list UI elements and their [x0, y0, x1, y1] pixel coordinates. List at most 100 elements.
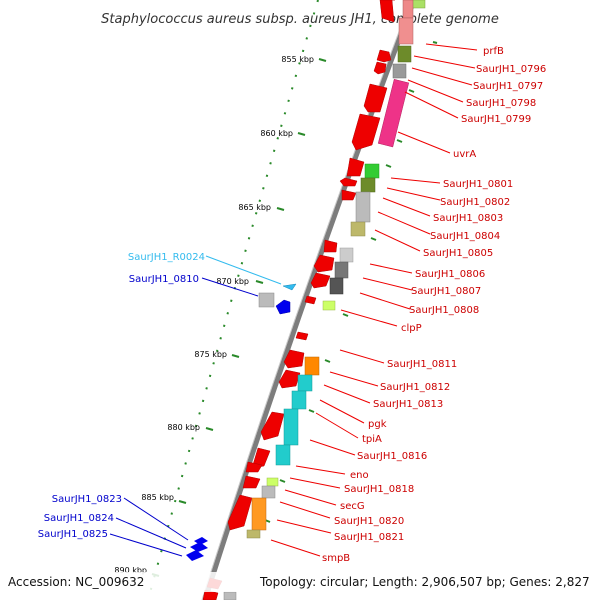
cog-box	[246, 529, 261, 539]
cog-box	[360, 177, 376, 193]
genome-backbone-highlight	[201, 0, 412, 600]
cog-box	[398, 17, 414, 45]
left-label-leaders	[109, 255, 282, 557]
scale-label-885: 885 kbp	[141, 493, 174, 502]
gene-feature[interactable]	[373, 61, 387, 75]
gene-feature[interactable]	[258, 292, 275, 308]
gene-label[interactable]: SaurJH1_0810	[129, 274, 199, 285]
cog-box	[377, 78, 410, 148]
gene-label[interactable]: SaurJH1_0811	[387, 359, 457, 370]
scale-label-880: 880 kbp	[167, 423, 200, 432]
cog-box	[266, 477, 279, 487]
gene-label[interactable]: smpB	[322, 553, 350, 564]
gene-label[interactable]: SaurJH1_0803	[433, 213, 503, 224]
gene-feature[interactable]	[242, 475, 261, 489]
gene-label[interactable]: tpiA	[362, 434, 382, 445]
gene-feature[interactable]	[379, 0, 395, 23]
gene-feature[interactable]	[245, 461, 263, 473]
gene-feature[interactable]	[376, 49, 392, 63]
cog-box	[297, 374, 313, 392]
accession-text: Accession: NC_009632	[8, 575, 144, 589]
cog-box	[339, 247, 354, 263]
gene-label[interactable]: pgk	[368, 419, 387, 430]
tick-885	[178, 500, 187, 504]
gene-feature[interactable]	[295, 331, 309, 341]
gene-label[interactable]: SaurJH1_0825	[38, 529, 108, 540]
gene-feature[interactable]	[186, 550, 204, 561]
gene-feature[interactable]	[323, 239, 338, 253]
gene-label[interactable]: SaurJH1_0798	[466, 98, 536, 109]
gene-label[interactable]: prfB	[483, 46, 504, 57]
forward-genes	[202, 0, 395, 600]
gene-label[interactable]: SaurJH1_0820	[334, 516, 404, 527]
gene-label[interactable]: SaurJH1_R0024	[128, 252, 205, 263]
gene-label[interactable]: SaurJH1_0821	[334, 532, 404, 543]
gene-feature[interactable]	[351, 113, 381, 151]
gene-label[interactable]: SaurJH1_0804	[430, 231, 500, 242]
scale-label-860: 860 kbp	[260, 129, 293, 138]
cog-box	[275, 444, 291, 466]
inner-ticks	[264, 41, 438, 523]
gene-feature[interactable]	[260, 411, 285, 441]
cog-box	[392, 63, 407, 79]
cog-box	[411, 0, 426, 9]
tick-855	[318, 58, 327, 62]
tick-870	[255, 280, 264, 284]
tick-860	[297, 132, 306, 136]
gene-feature[interactable]	[310, 272, 331, 289]
gene-feature[interactable]	[339, 177, 358, 187]
gene-feature[interactable]	[194, 537, 208, 545]
gene-label[interactable]: SaurJH1_0802	[440, 197, 510, 208]
gene-label[interactable]: SaurJH1_0797	[473, 81, 543, 92]
gene-label[interactable]: SaurJH1_0806	[415, 269, 485, 280]
left-labels: SaurJH1_R0024 SaurJH1_0810 SaurJH1_0823 …	[38, 252, 205, 540]
cog-box	[304, 356, 320, 376]
cog-box	[322, 300, 336, 311]
scale-label-865: 865 kbp	[238, 203, 271, 212]
gene-label[interactable]: SaurJH1_0805	[423, 248, 493, 259]
cog-box	[251, 497, 267, 531]
gene-feature[interactable]	[313, 254, 335, 273]
gene-label[interactable]: SaurJH1_0801	[443, 179, 513, 190]
cog-box	[223, 591, 237, 600]
gene-feature[interactable]	[304, 295, 317, 305]
tick-880	[205, 427, 214, 431]
gene-feature[interactable]	[363, 83, 388, 113]
gene-feature[interactable]	[341, 189, 357, 201]
gene-label[interactable]: SaurJH1_0799	[461, 114, 531, 125]
gene-feature[interactable]	[275, 299, 291, 315]
right-label-leaders	[270, 43, 478, 557]
gene-feature[interactable]	[283, 349, 305, 369]
gene-label[interactable]: SaurJH1_0812	[380, 382, 450, 393]
gene-feature[interactable]	[190, 542, 208, 552]
gene-label[interactable]: SaurJH1_0824	[44, 513, 114, 524]
gene-feature[interactable]	[346, 157, 365, 177]
cog-box	[402, 0, 414, 19]
gene-label[interactable]: SaurJH1_0808	[409, 305, 479, 316]
gene-label[interactable]: SaurJH1_0796	[476, 64, 546, 75]
gene-feature[interactable]	[251, 447, 271, 469]
gene-label[interactable]: secG	[340, 501, 365, 512]
gene-label[interactable]: SaurJH1_0807	[411, 286, 481, 297]
gene-label[interactable]: eno	[350, 470, 369, 481]
gene-label[interactable]: SaurJH1_0816	[357, 451, 427, 462]
scale-labels: 855 kbp 860 kbp 865 kbp 870 kbp 875 kbp …	[114, 55, 314, 575]
cog-boxes	[223, 0, 426, 600]
gene-label[interactable]: uvrA	[453, 149, 476, 160]
rna-feature[interactable]	[282, 283, 297, 291]
cog-box	[355, 191, 371, 223]
scale-label-855: 855 kbp	[281, 55, 314, 64]
cog-box	[334, 261, 349, 279]
footer-backdrop	[0, 572, 600, 592]
scale-label-875: 875 kbp	[194, 350, 227, 359]
gene-label[interactable]: SaurJH1_0818	[344, 484, 414, 495]
gene-label[interactable]: SaurJH1_0813	[373, 399, 443, 410]
gene-label[interactable]: SaurJH1_0823	[52, 494, 122, 505]
scale-ring	[147, 0, 319, 600]
gene-label[interactable]: clpP	[401, 323, 422, 334]
gene-feature[interactable]	[278, 369, 301, 389]
scale-label-870: 870 kbp	[216, 277, 249, 286]
tick-875	[231, 354, 240, 358]
gene-feature[interactable]	[227, 494, 253, 531]
